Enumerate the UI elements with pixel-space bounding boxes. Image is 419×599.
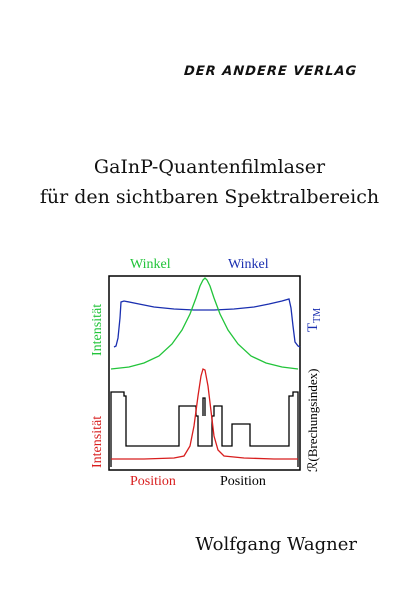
title-line-1: GaInP-Quantenfilmlaser — [93, 156, 326, 178]
x-label-position-red: Position — [130, 474, 176, 489]
curve-red-intensity — [111, 368, 298, 460]
figure-frame — [108, 275, 301, 471]
title-line-2: für den sichtbaren Spektralbereich — [39, 186, 380, 208]
y-label-t-tm: TTM — [305, 308, 323, 332]
x-label-position-black: Position — [220, 474, 266, 489]
top-label-winkel-blue: Winkel — [228, 257, 269, 272]
t-tm-main: T — [305, 323, 321, 332]
y-label-intensity-green: Intensität — [90, 304, 105, 356]
figure-svg: Winkel Winkel Intensität Intensität TTM … — [90, 257, 323, 489]
author-name: Wolfgang Wagner — [195, 534, 357, 555]
cover-figure: Winkel Winkel Intensität Intensität TTM … — [84, 246, 344, 496]
publisher-logo: DER ANDERE VERLAG — [183, 64, 358, 79]
top-label-winkel-green: Winkel — [130, 257, 171, 272]
y-label-intensity-red: Intensität — [90, 416, 105, 468]
y-label-refractive-index: ℛ(Brechungsindex) — [305, 368, 320, 472]
curve-green-intensity — [110, 277, 299, 370]
curve-black-spike — [202, 397, 206, 416]
book-title: GaInP-Quantenfilmlaser für den sichtbare… — [0, 152, 419, 212]
curve-black-refractive-index — [110, 391, 299, 467]
curve-blue-tm — [113, 298, 301, 348]
t-tm-sub: TM — [312, 308, 323, 323]
